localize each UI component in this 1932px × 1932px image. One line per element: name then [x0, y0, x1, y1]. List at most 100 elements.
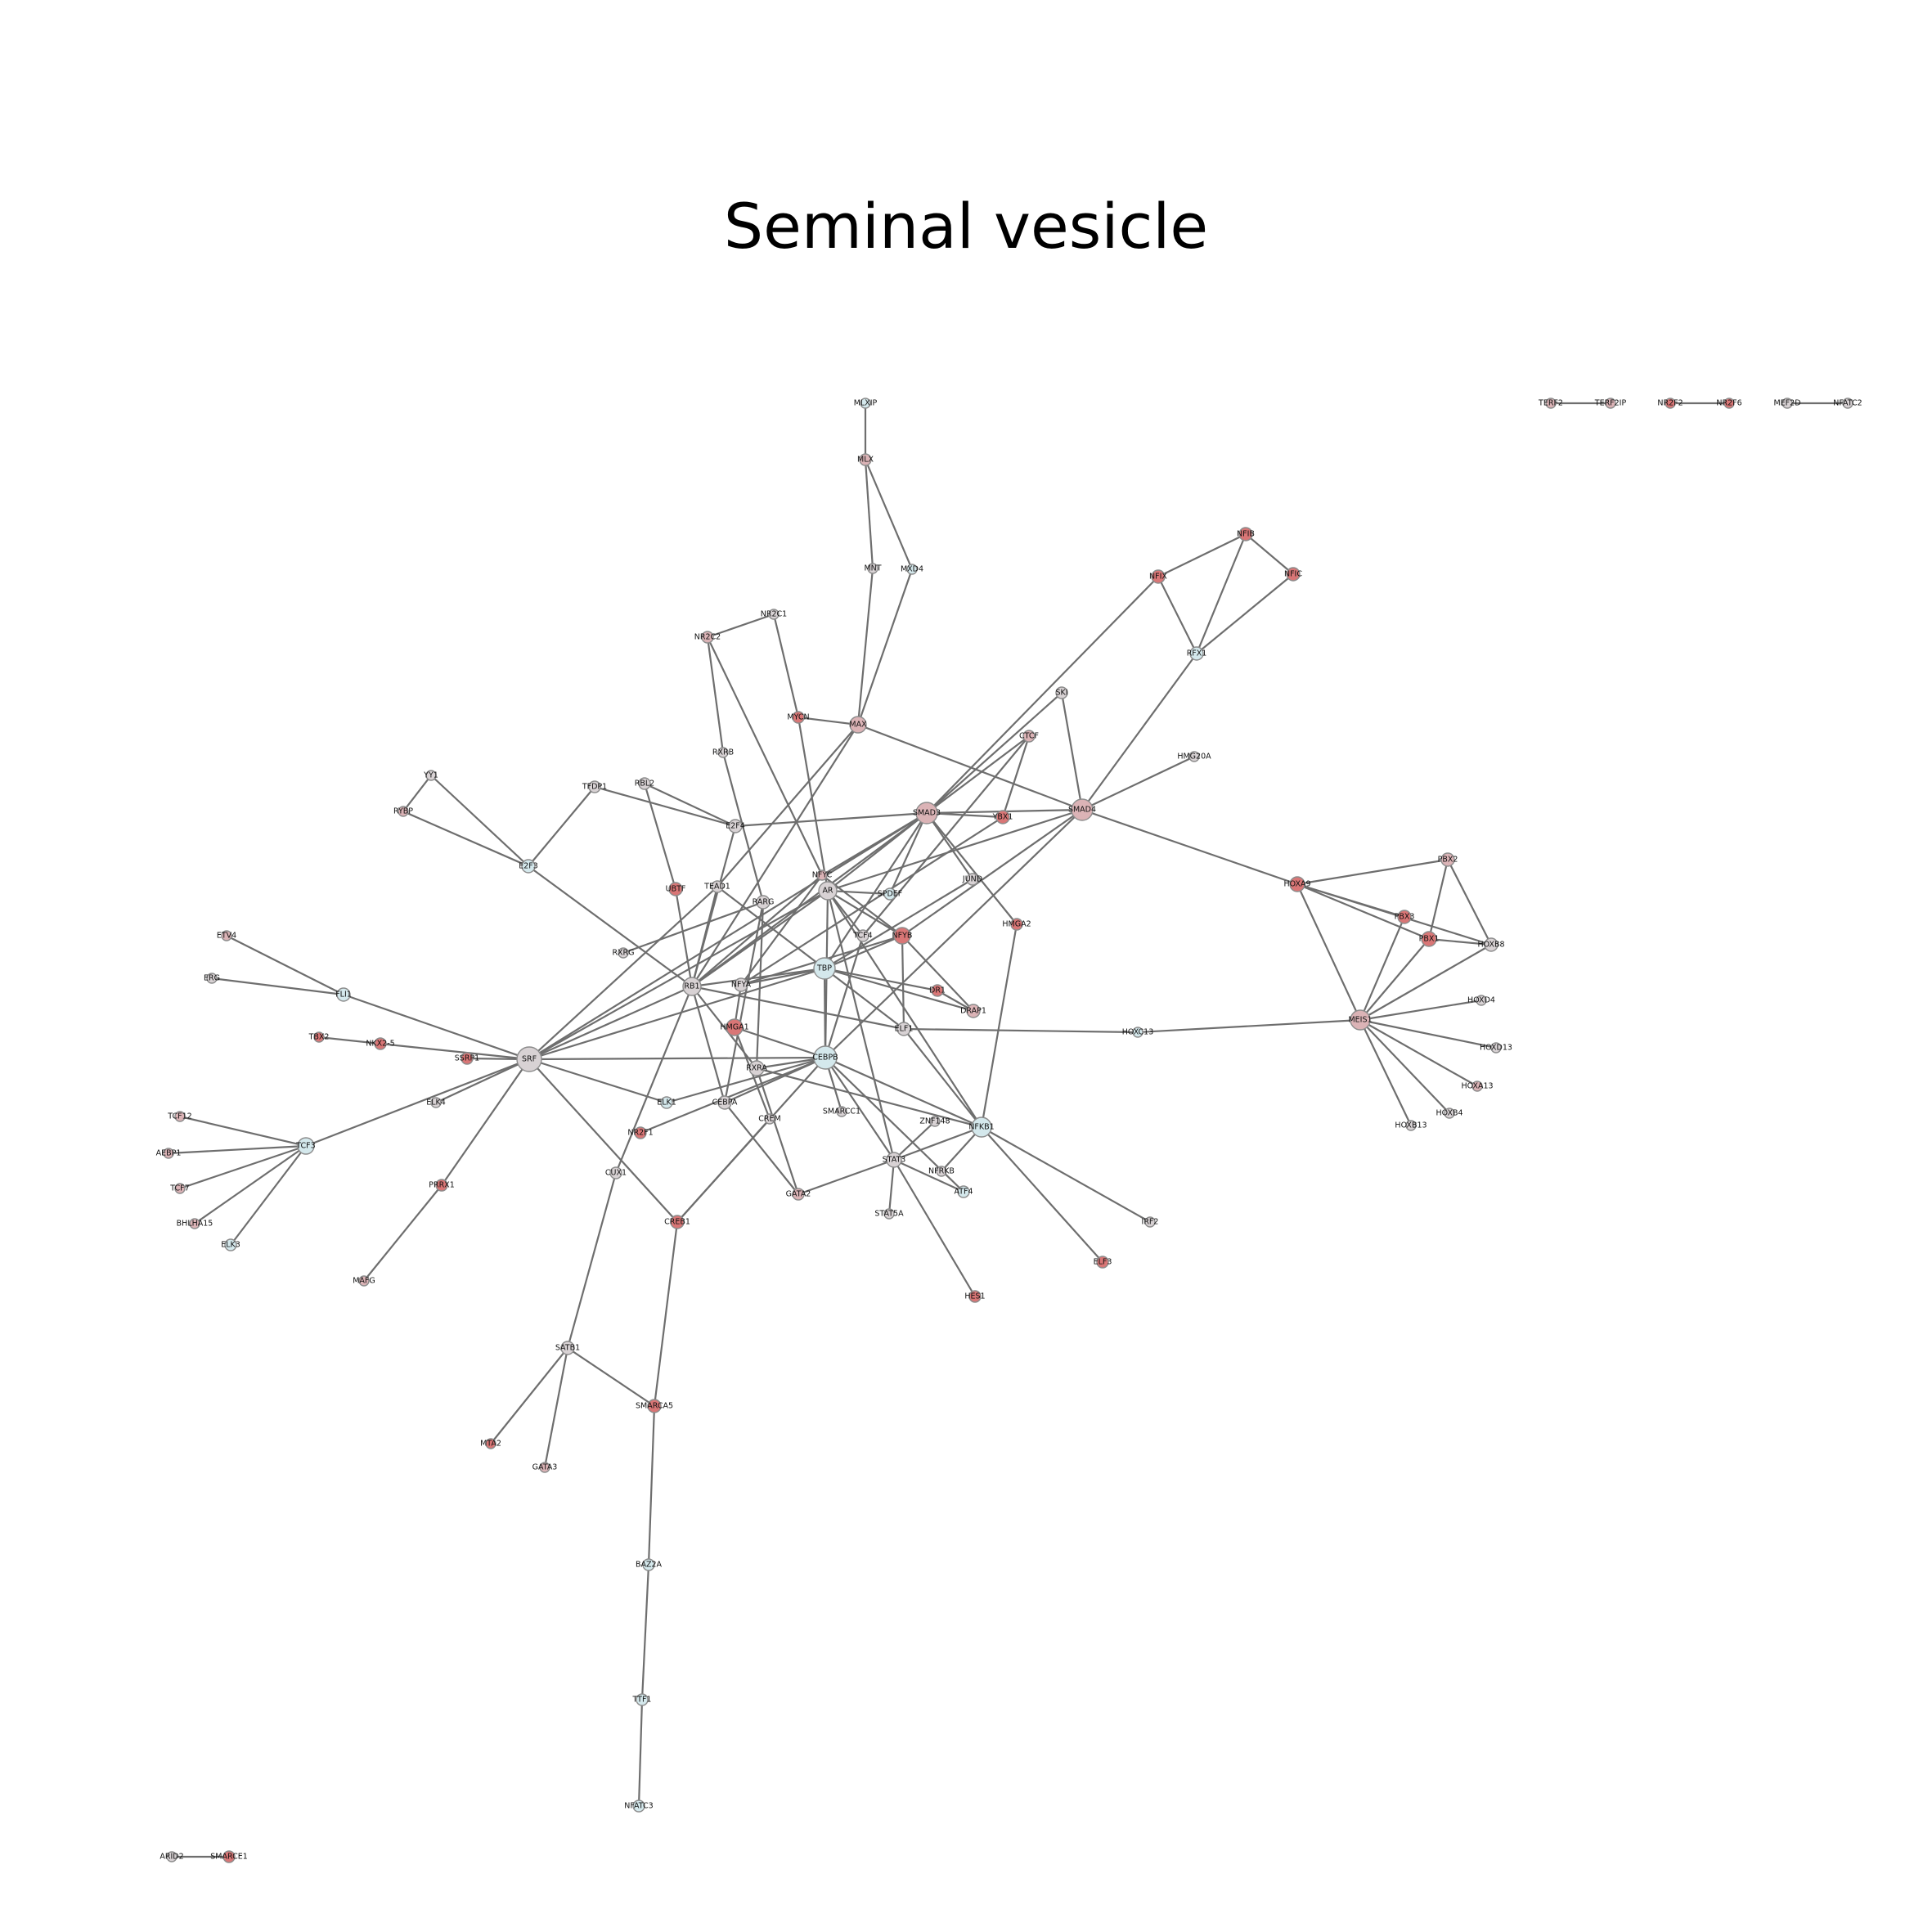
node-nfya: NFYA — [731, 977, 752, 992]
node-label: TCF3 — [295, 1142, 315, 1151]
node-circle — [668, 882, 683, 896]
node-mta2: MTA2 — [480, 1438, 501, 1449]
node-circle — [1421, 931, 1437, 947]
edge-nfib-nfix — [1157, 533, 1247, 577]
node-circle — [189, 1218, 200, 1229]
node-rarg: RARG — [753, 895, 774, 910]
node-circle — [968, 1290, 982, 1303]
node-circle — [792, 711, 805, 724]
node-yy1: YY1 — [423, 770, 438, 781]
node-circle — [1397, 910, 1412, 924]
node-circle — [313, 1031, 325, 1043]
node-circle — [1723, 398, 1735, 409]
node-ssrp1: SSRP1 — [455, 1052, 479, 1065]
edge-tcf7-tcf3 — [179, 1144, 307, 1190]
edge-creb1-smarca5 — [653, 1221, 679, 1407]
node-circle — [221, 930, 232, 941]
edge-meis1-hoxb4 — [1359, 1019, 1450, 1114]
node-label: HOXB13 — [1395, 1121, 1427, 1130]
node-atf4: ATF4 — [954, 1185, 973, 1198]
node-label: CREB1 — [664, 1218, 690, 1227]
edge-srf-cebpb — [528, 1056, 826, 1061]
node-label: BHLHA15 — [177, 1220, 213, 1229]
node-circle — [1096, 1256, 1109, 1269]
node-circle — [1405, 1120, 1417, 1131]
node-label: PBX2 — [1438, 856, 1458, 865]
node-circle — [1605, 398, 1616, 409]
node-nfkb1: NFKB1 — [968, 1117, 995, 1138]
node-hoxd4: HOXD4 — [1467, 995, 1495, 1006]
node-label: ARID2 — [160, 1853, 183, 1862]
node-irf2: IRF2 — [1142, 1216, 1158, 1228]
node-label: GATA2 — [786, 1190, 811, 1199]
edge-max-rb1 — [691, 724, 859, 987]
node-ybx1: YBX1 — [992, 810, 1013, 824]
edge-smad3-spdef — [888, 812, 928, 895]
node-label: TBP — [816, 964, 832, 973]
node-rb1: RB1 — [682, 977, 702, 996]
node-mef2d: MEF2D — [1773, 398, 1801, 409]
node-label: NFYB — [892, 932, 913, 941]
node-label: BAZ2A — [636, 1561, 663, 1570]
edge-meis1-hoxa13 — [1359, 1019, 1478, 1087]
node-label: NR2C2 — [694, 633, 721, 642]
node-smad3: SMAD3 — [913, 802, 941, 824]
node-circle — [849, 716, 867, 734]
edge-ar-spdef — [827, 889, 891, 896]
edge-stat3-stat5a — [887, 1159, 896, 1215]
node-label: HOXA9 — [1283, 880, 1310, 889]
node-label: HOXA13 — [1461, 1082, 1493, 1091]
node-jund: JUND — [962, 873, 982, 886]
edge-stat3-hes1 — [893, 1159, 976, 1297]
edge-smad3-srf — [528, 812, 928, 1060]
node-nfix: NFIX — [1149, 569, 1167, 584]
node-circle — [966, 1004, 981, 1018]
edge-nfix-rfx1 — [1157, 576, 1197, 654]
node-circle — [174, 1111, 186, 1122]
edge-nfib-rfx1 — [1195, 533, 1247, 654]
node-circle — [374, 1037, 387, 1050]
node-cebpa: CEBPA — [712, 1095, 738, 1110]
node-circle — [609, 1166, 622, 1179]
edge-ttf1-nfatc3 — [637, 1699, 644, 1807]
edge-tbp-rb1 — [691, 967, 825, 988]
node-srf: SRF — [516, 1046, 542, 1072]
node-circle — [867, 563, 878, 574]
node-label: HMGA2 — [1002, 920, 1031, 929]
node-label: TCF4 — [852, 932, 872, 941]
node-label: NFIC — [1284, 570, 1302, 579]
node-label: TFDP1 — [582, 783, 607, 792]
edge-hoxa9-pbx2 — [1296, 858, 1449, 886]
node-label: RYBP — [393, 807, 413, 816]
node-cux1: CUX1 — [605, 1166, 627, 1179]
node-stat3: STAT3 — [883, 1152, 905, 1168]
node-pbx3: PBX3 — [1395, 910, 1414, 924]
node-label: E2F3 — [519, 862, 538, 871]
node-label: TEAD1 — [703, 883, 730, 892]
edge-elf1-nfkb1 — [903, 1028, 982, 1128]
node-elf1: ELF1 — [895, 1022, 913, 1036]
edge-hoxa9-meis1 — [1296, 883, 1361, 1021]
node-label: YY1 — [423, 771, 438, 780]
node-circle — [886, 1152, 902, 1168]
node-label: MNT — [864, 564, 881, 573]
edge-hoxc13-meis1 — [1137, 1018, 1361, 1034]
edge-mlx-mxd4 — [864, 459, 914, 570]
edge-mxd4-max — [856, 568, 914, 726]
edge-smad4-cebpb — [824, 809, 1083, 1058]
node-bhlha15: BHLHA15 — [177, 1218, 213, 1229]
edge-elf1-hoxc13 — [903, 1027, 1139, 1034]
edge-yy1-e2f3 — [430, 775, 529, 867]
node-nfib: NFIB — [1237, 527, 1255, 541]
edge-smarca5-baz2a — [647, 1405, 656, 1566]
node-elk1: ELK1 — [657, 1096, 676, 1109]
node-circle — [915, 802, 938, 824]
edge-max-smad4 — [857, 723, 1083, 811]
node-circle — [358, 1275, 370, 1287]
edge-hoxd4-meis1 — [1359, 999, 1482, 1022]
edge-mycn-ar — [797, 717, 829, 892]
node-label: CREM — [758, 1115, 780, 1124]
edge-ar-stat3 — [826, 890, 896, 1161]
edge-fli1-srf — [343, 993, 530, 1061]
node-label: HOXD4 — [1467, 996, 1495, 1005]
